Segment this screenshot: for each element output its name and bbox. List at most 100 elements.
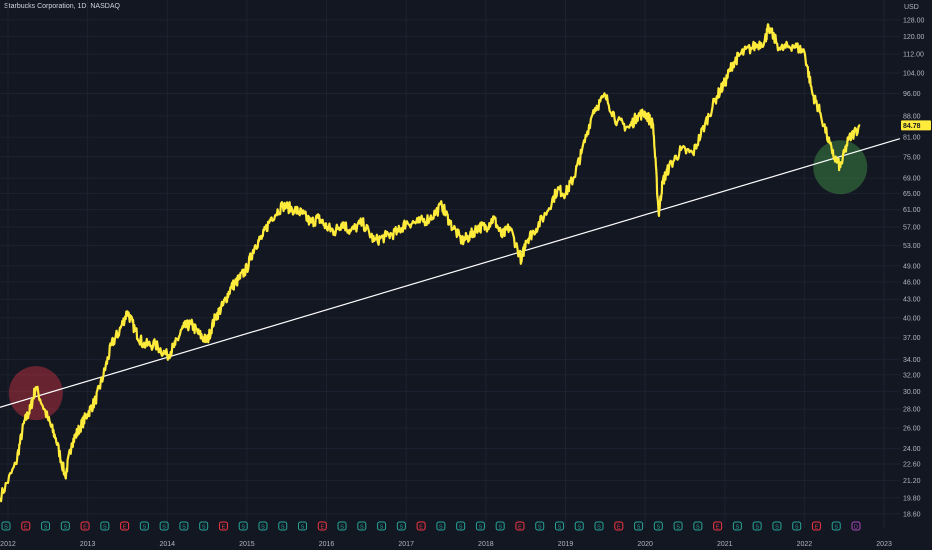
- event-marker: [713, 521, 723, 531]
- x-tick-label: 2023: [876, 541, 892, 548]
- event-marker-label: S: [479, 525, 483, 531]
- event-marker: [673, 521, 683, 531]
- event-marker-label: S: [4, 525, 8, 531]
- event-marker: [80, 521, 90, 531]
- y-tick-label: 21.20: [903, 478, 921, 485]
- y-tick-label: 40.00: [903, 315, 921, 322]
- event-marker: [139, 521, 149, 531]
- event-marker-label: S: [281, 525, 285, 531]
- y-tick-label: 53.00: [903, 243, 921, 250]
- event-marker: [179, 521, 189, 531]
- event-marker-label: E: [815, 525, 819, 531]
- event-marker: [357, 521, 367, 531]
- event-marker: [495, 521, 505, 531]
- x-tick-label: 2016: [319, 541, 335, 548]
- event-marker: [554, 521, 564, 531]
- event-marker: [416, 521, 426, 531]
- event-marker-label: D: [854, 525, 858, 531]
- event-marker: [317, 521, 327, 531]
- event-marker: [120, 521, 130, 531]
- event-marker-label: S: [44, 525, 48, 531]
- event-marker-label: S: [360, 525, 364, 531]
- event-marker-label: S: [301, 525, 305, 531]
- event-marker: [278, 521, 288, 531]
- event-marker-label: S: [143, 525, 147, 531]
- event-marker-label: S: [162, 525, 166, 531]
- y-tick-label: 22.60: [903, 461, 921, 468]
- x-tick-label: 2013: [80, 541, 96, 548]
- y-tick-label: 24.00: [903, 446, 921, 453]
- event-marker: [772, 521, 782, 531]
- price-series-line: [0, 23, 861, 503]
- event-marker: [475, 521, 485, 531]
- event-marker-label: S: [795, 525, 799, 531]
- event-marker: [634, 521, 644, 531]
- y-unit-label: USD: [904, 4, 919, 11]
- event-marker: [693, 521, 703, 531]
- event-marker-label: S: [637, 525, 641, 531]
- event-marker-label: E: [123, 525, 127, 531]
- event-marker-label: S: [103, 525, 107, 531]
- event-marker: [535, 521, 545, 531]
- event-marker: [653, 521, 663, 531]
- event-marker: [752, 521, 762, 531]
- event-marker-label: E: [518, 525, 522, 531]
- event-marker-label: S: [439, 525, 443, 531]
- event-marker-label: E: [83, 525, 87, 531]
- event-marker-label: S: [577, 525, 581, 531]
- x-tick-label: 2012: [0, 541, 16, 548]
- event-marker: [41, 521, 51, 531]
- event-marker: [456, 521, 466, 531]
- y-tick-label: 96.00: [903, 91, 921, 98]
- event-marker: [515, 521, 525, 531]
- event-marker-label: S: [241, 525, 245, 531]
- x-tick-label: 2019: [558, 541, 574, 548]
- event-marker-label: E: [617, 525, 621, 531]
- event-marker: [396, 521, 406, 531]
- y-tick-label: 120.00: [903, 34, 925, 41]
- event-marker: [218, 521, 228, 531]
- event-marker: [594, 521, 604, 531]
- x-tick-label: 2017: [398, 541, 414, 548]
- event-marker-label: S: [834, 525, 838, 531]
- event-marker-label: S: [538, 525, 542, 531]
- y-tick-label: 28.00: [903, 407, 921, 414]
- event-marker: [100, 521, 110, 531]
- event-marker: [21, 521, 31, 531]
- event-marker: [811, 521, 821, 531]
- event-marker-label: S: [380, 525, 384, 531]
- event-marker: [377, 521, 387, 531]
- event-marker: [436, 521, 446, 531]
- event-marker-label: S: [775, 525, 779, 531]
- y-tick-label: 46.00: [903, 279, 921, 286]
- event-marker-label: S: [498, 525, 502, 531]
- event-marker-label: E: [716, 525, 720, 531]
- event-marker-label: S: [261, 525, 265, 531]
- y-tick-label: 32.00: [903, 372, 921, 379]
- event-marker-label: S: [558, 525, 562, 531]
- y-tick-label: 128.00: [903, 17, 925, 24]
- event-marker-label: S: [696, 525, 700, 531]
- event-marker-label: E: [24, 525, 28, 531]
- y-tick-label: 43.00: [903, 297, 921, 304]
- event-marker-label: S: [182, 525, 186, 531]
- x-tick-label: 2015: [239, 541, 255, 548]
- event-marker-label: E: [419, 525, 423, 531]
- current-price-badge: [901, 120, 931, 131]
- event-marker: [238, 521, 248, 531]
- event-marker: [831, 521, 841, 531]
- event-marker: [60, 521, 70, 531]
- event-marker: [159, 521, 169, 531]
- event-marker: [732, 521, 742, 531]
- x-tick-label: 2021: [717, 541, 733, 548]
- current-price-label: 84.78: [903, 123, 921, 130]
- event-marker-label: S: [400, 525, 404, 531]
- event-marker-label: S: [755, 525, 759, 531]
- event-marker-label: S: [202, 525, 206, 531]
- event-marker-label: S: [340, 525, 344, 531]
- event-marker-label: S: [736, 525, 740, 531]
- event-marker: [1, 521, 11, 531]
- event-marker-label: S: [63, 525, 67, 531]
- x-tick-label: 2022: [797, 541, 813, 548]
